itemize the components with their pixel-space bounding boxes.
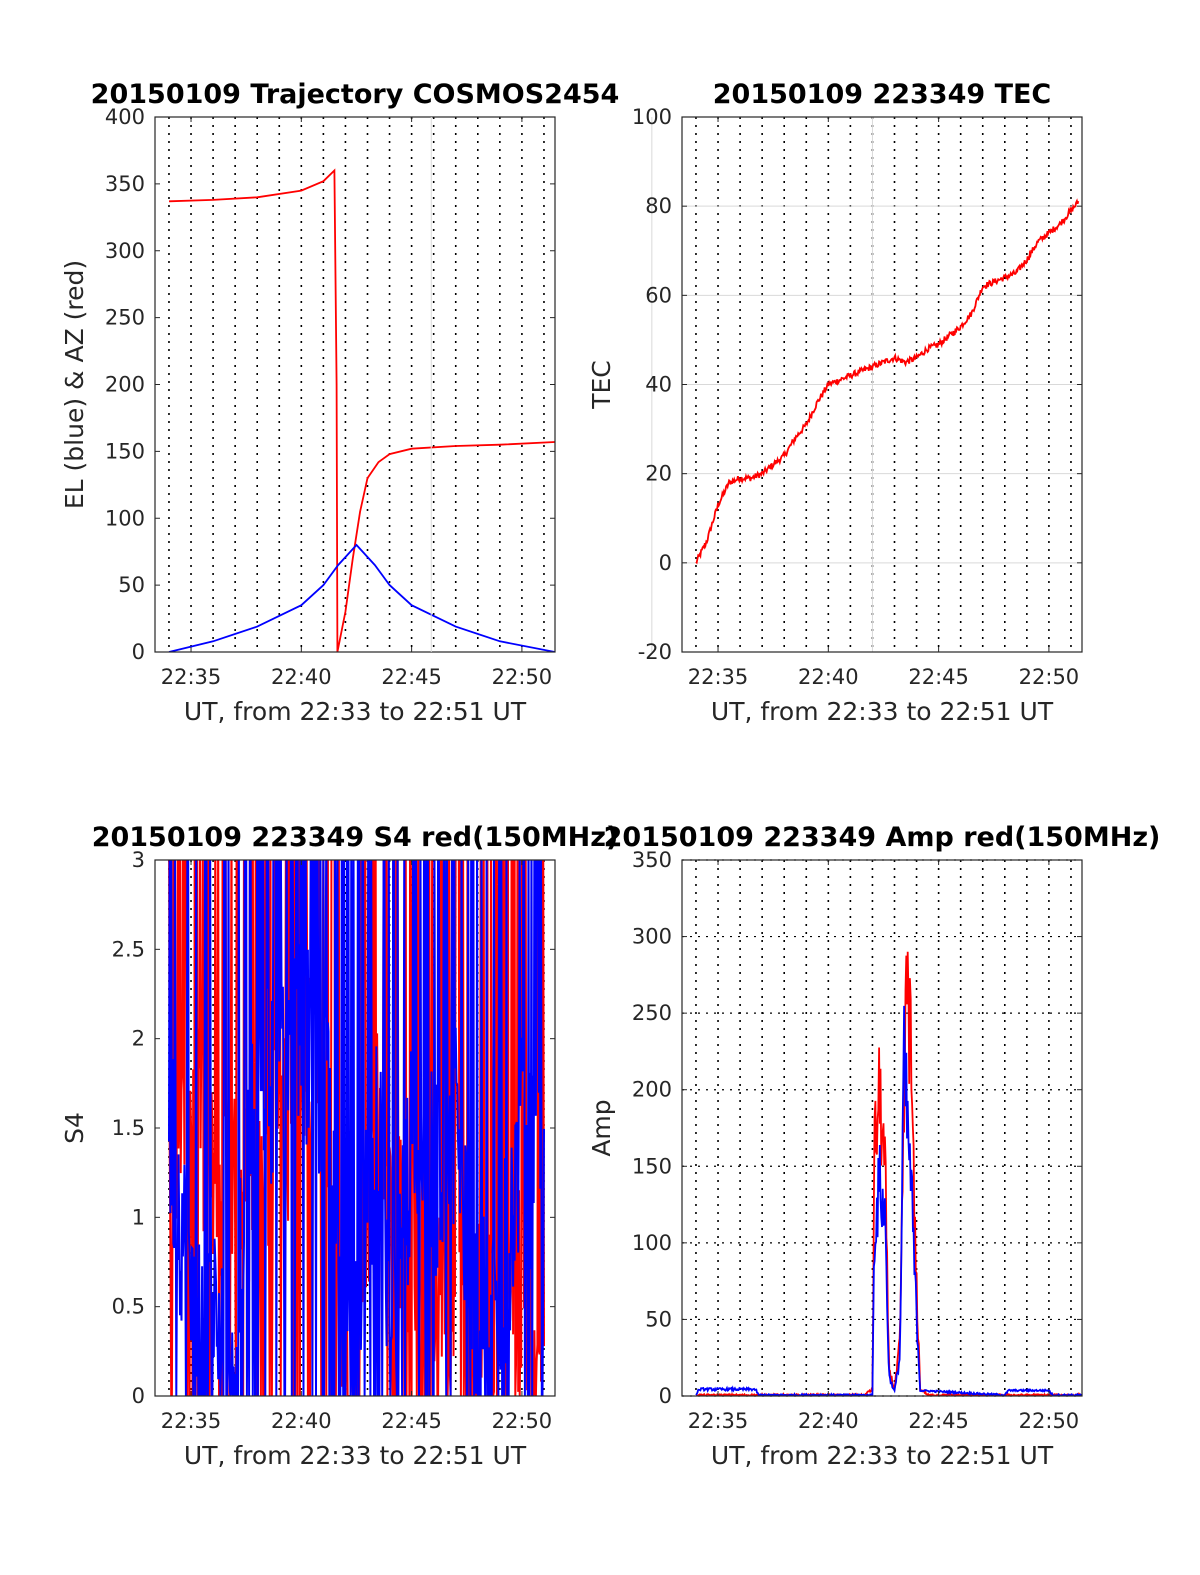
y-axis-label: Amp — [587, 1099, 616, 1156]
y-tick-label: 1.5 — [112, 1116, 145, 1140]
x-tick-label: 22:45 — [908, 1409, 969, 1433]
y-tick-label: 50 — [645, 1307, 672, 1331]
y-tick-label: 400 — [105, 105, 145, 129]
x-tick-label: 22:35 — [161, 1409, 222, 1433]
chart-panel-1: 0 50 100 150 200 250 300 350 400 22:35 22:40 22:45 2… — [60, 79, 619, 726]
y-tick-label: 0 — [659, 551, 672, 575]
x-tick-label: 22:45 — [381, 665, 442, 689]
y-tick-label: 200 — [632, 1078, 672, 1102]
y-tick-label: 100 — [632, 105, 672, 129]
y-tick-label: 20 — [645, 462, 672, 486]
y-tick-label: 300 — [632, 925, 672, 949]
y-axis-label: S4 — [60, 1112, 89, 1144]
x-tick-label: 22:35 — [688, 1409, 749, 1433]
x-tick-label: 22:40 — [798, 665, 859, 689]
x-axis-label: UT, from 22:33 to 22:51 UT — [184, 1441, 527, 1470]
y-tick-label: 80 — [645, 194, 672, 218]
chart-panel-3: 0 0.5 1 1.5 2 2.5 3 22:35 22:40 22:45 22:50 2015010… — [60, 822, 619, 1470]
y-tick-label: 100 — [105, 506, 145, 530]
x-tick-label: 22:45 — [908, 665, 969, 689]
x-axis-label: UT, from 22:33 to 22:51 UT — [184, 697, 527, 726]
y-tick-label: 2 — [132, 1027, 145, 1051]
y-tick-label: 0.5 — [112, 1295, 145, 1319]
x-tick-label: 22:35 — [688, 665, 749, 689]
y-tick-label: 300 — [105, 239, 145, 263]
y-tick-label: 1 — [132, 1205, 145, 1229]
y-tick-label: 50 — [118, 573, 145, 597]
series-line-el — [168, 543, 555, 652]
plot-area — [155, 117, 555, 652]
y-tick-label: 100 — [632, 1231, 672, 1255]
x-axis-label: UT, from 22:33 to 22:51 UT — [711, 1441, 1054, 1470]
y-tick-label: 200 — [105, 373, 145, 397]
series-line-s4-blue — [168, 860, 545, 1396]
x-tick-label: 22:40 — [798, 1409, 859, 1433]
y-tick-label: 250 — [105, 306, 145, 330]
series-line-amp-blue — [695, 1005, 1082, 1396]
y-tick-label: 150 — [632, 1154, 672, 1178]
series-line-tec — [695, 198, 1080, 565]
chart-panel-4: 0 50 100 150 200 250 300 350 22:35 22:40 22:45 22:5… — [587, 822, 1160, 1470]
x-tick-label: 22:50 — [1019, 1409, 1080, 1433]
chart-title: 20150109 Trajectory COSMOS2454 — [91, 79, 620, 110]
x-tick-label: 22:40 — [271, 1409, 332, 1433]
plot-area — [682, 860, 1082, 1396]
y-tick-label: 60 — [645, 283, 672, 307]
series-line-az — [168, 168, 555, 652]
y-tick-label: 40 — [645, 373, 672, 397]
y-axis-label: EL (blue) & AZ (red) — [60, 260, 89, 509]
y-tick-label: 250 — [632, 1001, 672, 1025]
x-tick-label: 22:50 — [492, 1409, 553, 1433]
y-tick-label: 3 — [132, 848, 145, 872]
x-tick-label: 22:40 — [271, 665, 332, 689]
x-tick-label: 22:50 — [1019, 665, 1080, 689]
x-tick-label: 22:50 — [492, 665, 553, 689]
x-tick-label: 22:35 — [161, 665, 222, 689]
y-tick-label: -20 — [638, 640, 672, 664]
axes-frame — [681, 859, 1083, 1397]
chart-panel-2: -20 0 20 40 60 80 100 22:35 22:40 22:45 22:50 20150… — [430, 79, 1083, 726]
chart-title: 20150109 223349 TEC — [713, 79, 1052, 110]
chart-title: 20150109 223349 Amp red(150MHz) — [604, 822, 1161, 853]
y-axis-label: TEC — [587, 360, 616, 410]
x-tick-label: 22:45 — [381, 1409, 442, 1433]
y-tick-label: 0 — [659, 1384, 672, 1408]
y-tick-label: 350 — [105, 172, 145, 196]
y-tick-label: 2.5 — [112, 937, 145, 961]
y-tick-label: 0 — [132, 640, 145, 664]
y-tick-label: 150 — [105, 439, 145, 463]
x-axis-label: UT, from 22:33 to 22:51 UT — [711, 697, 1054, 726]
chart-title: 20150109 223349 S4 red(150MHz) — [92, 822, 619, 853]
y-tick-label: 350 — [632, 848, 672, 872]
y-tick-label: 0 — [132, 1384, 145, 1408]
